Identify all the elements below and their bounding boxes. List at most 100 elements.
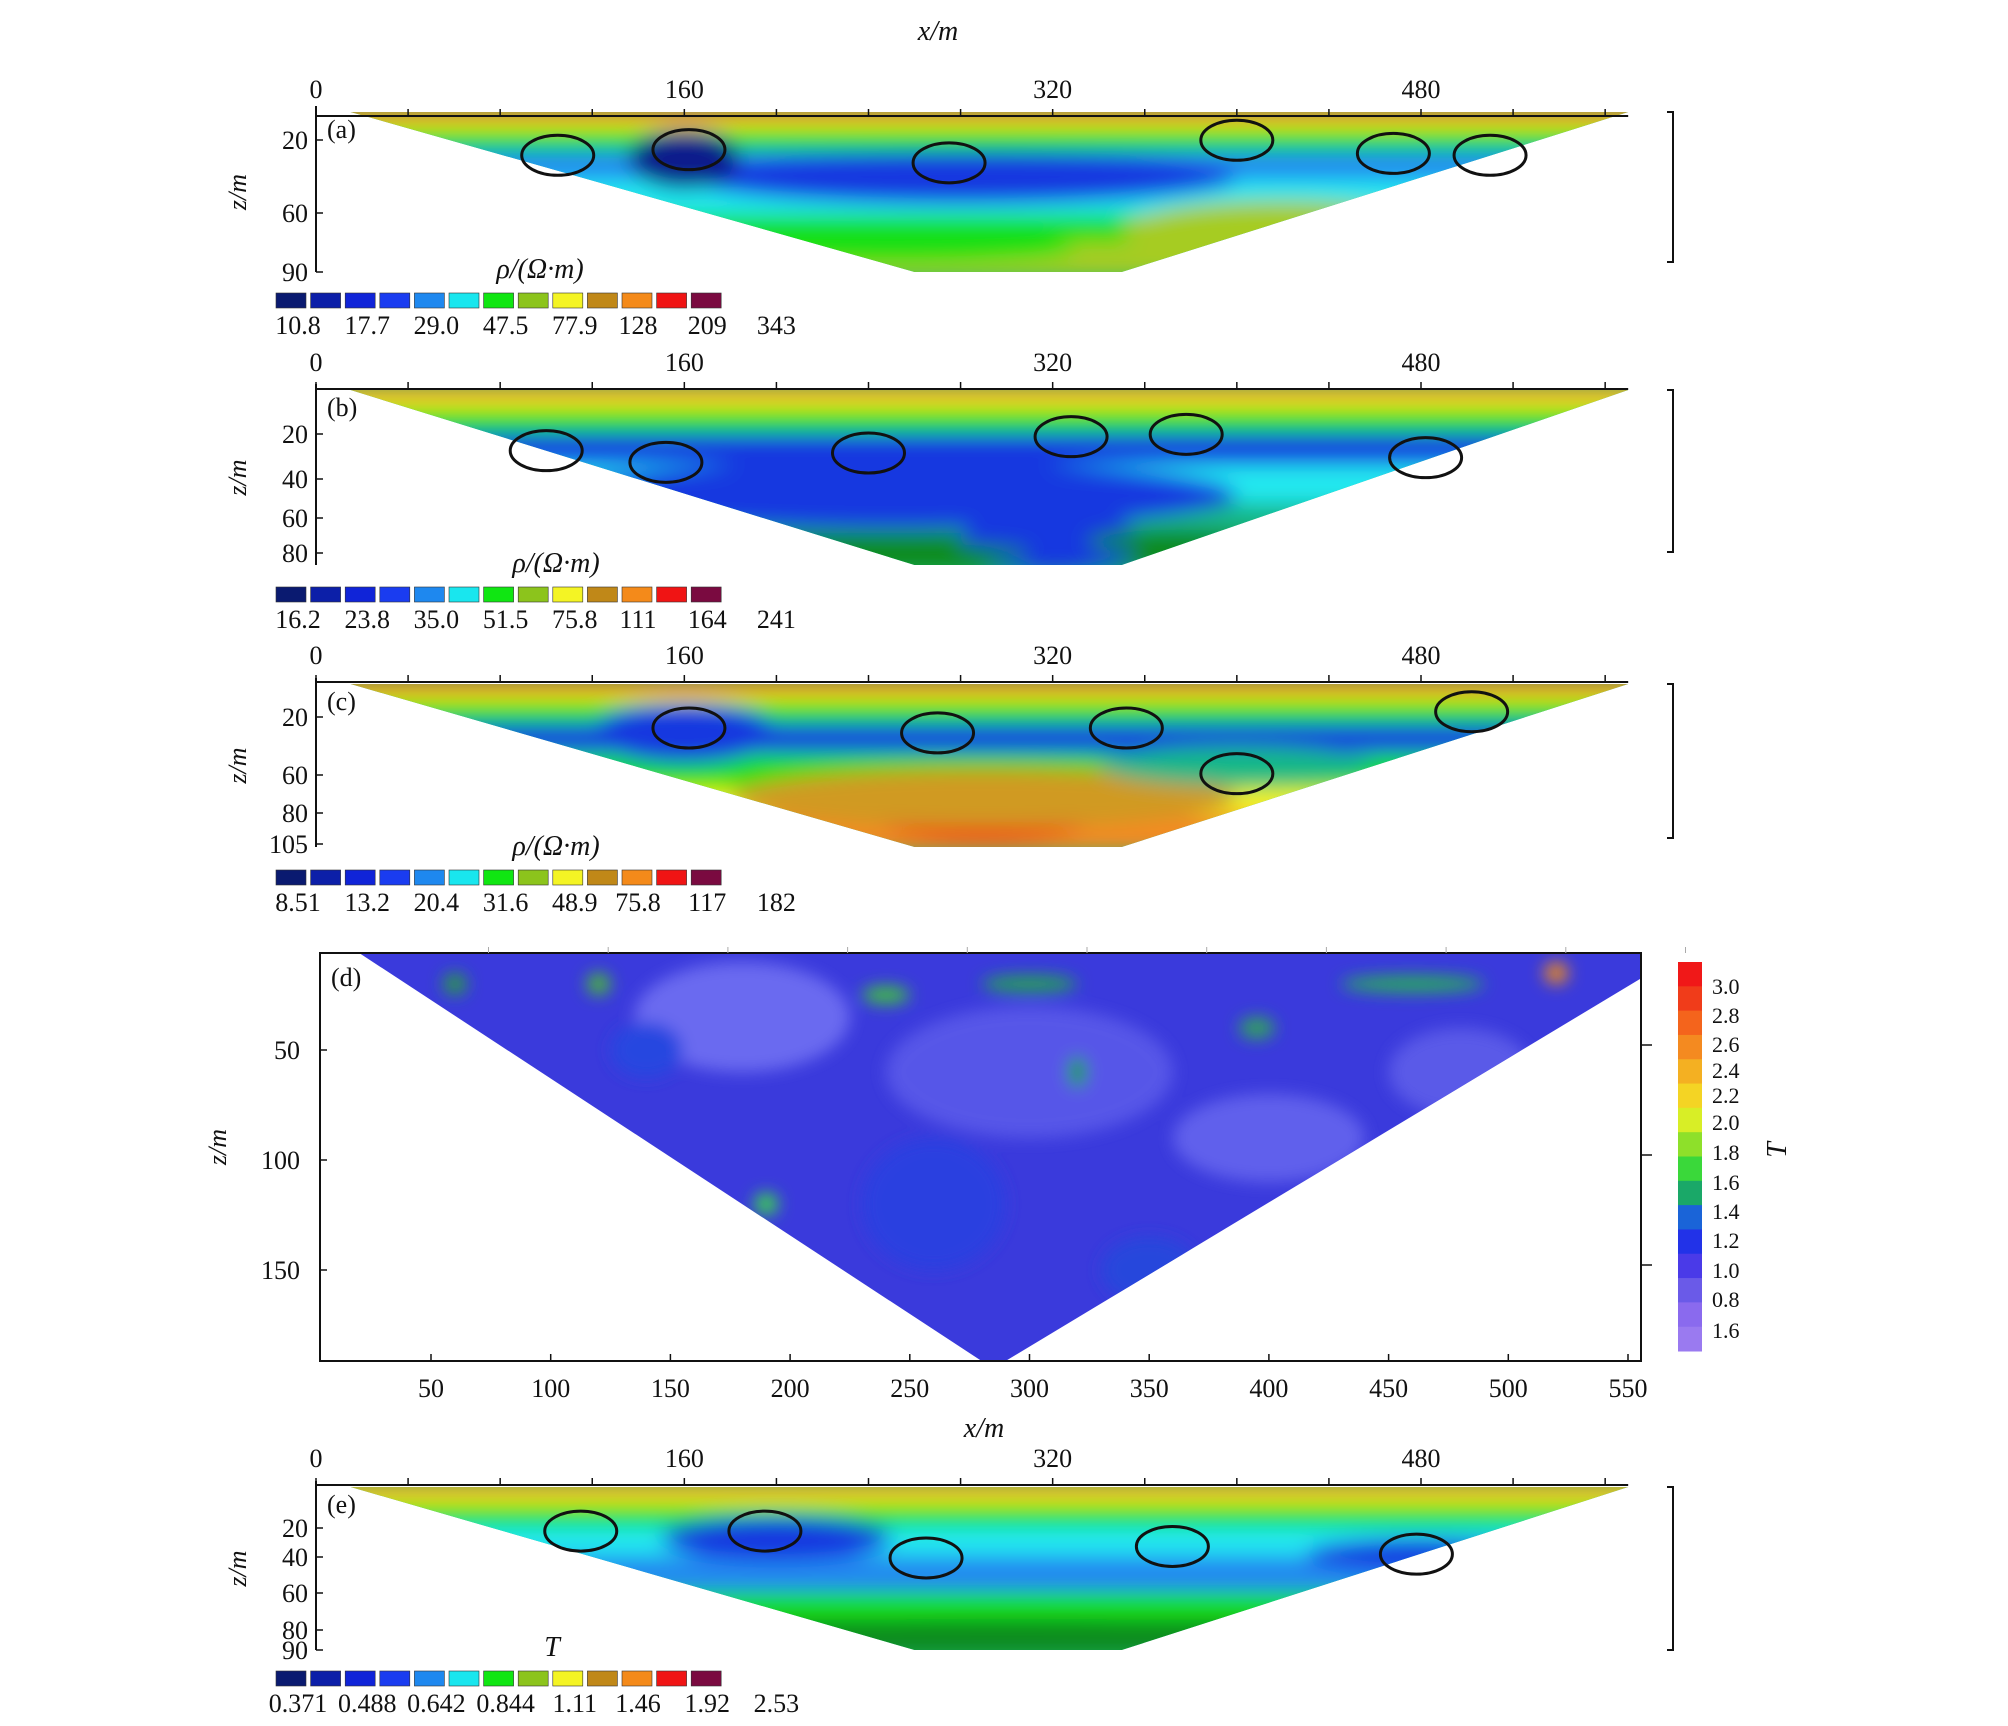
legend-value: 13.2 (344, 888, 390, 917)
x-tick-label: 320 (1033, 641, 1072, 670)
legend-title: ρ/(Ω·m) (511, 548, 599, 579)
color-blob (546, 461, 1237, 529)
right-bracket (1667, 683, 1674, 839)
x-tick-label: 350 (1130, 1374, 1169, 1403)
x-tick-label: 0 (310, 348, 323, 377)
legend-swatch (552, 869, 584, 886)
right-bracket (1667, 389, 1674, 553)
color-blob (634, 962, 850, 1072)
legend-swatch (414, 1670, 445, 1687)
colorbar-cell (1678, 1010, 1702, 1036)
legend-swatch (483, 586, 514, 603)
resistivity-section (350, 684, 1629, 847)
legend-swatch (344, 1670, 376, 1687)
color-blob (707, 235, 1076, 264)
legend-swatch (690, 1670, 722, 1687)
x-tick-label: 0 (310, 1444, 323, 1473)
anomaly-marker (888, 1536, 964, 1580)
x-tick-label: 160 (665, 1444, 704, 1473)
legend-swatch (621, 1670, 653, 1687)
top-axis-label: x/m (917, 16, 958, 47)
color-blob (861, 1138, 1006, 1270)
colorbar-label: 1.4 (1712, 1199, 1740, 1224)
color-blob (1388, 1028, 1533, 1116)
legend-swatch (690, 869, 722, 886)
anomaly-marker (1434, 690, 1510, 734)
anomaly-marker (1452, 133, 1528, 177)
y-tick-label: 50 (274, 1036, 300, 1065)
legend-value: 35.0 (414, 605, 460, 634)
x-tick-label: 200 (771, 1374, 810, 1403)
color-blob (885, 1006, 1174, 1138)
color-blob (1544, 962, 1569, 984)
legend-swatch (517, 869, 549, 886)
x-tick-label: 320 (1033, 75, 1072, 104)
legend-value: 0.371 (269, 1689, 328, 1718)
legend-swatch (275, 292, 307, 309)
legend-swatch (344, 292, 376, 309)
resistivity-section (350, 1487, 1629, 1650)
legend-swatch (310, 1670, 341, 1687)
colorbar-cell (1678, 1132, 1702, 1157)
anomaly-marker (1355, 131, 1431, 175)
legend-title: ρ/(Ω·m) (495, 254, 583, 285)
legend-swatch (414, 292, 445, 309)
legend-value: 0.844 (476, 1689, 535, 1718)
colorbar-cell (1678, 1107, 1702, 1133)
legend-value: 23.8 (344, 605, 390, 634)
x-tick-label: 160 (665, 75, 704, 104)
legend-swatch (483, 1670, 514, 1687)
legend-value: 31.6 (483, 888, 529, 917)
legend-value: 47.5 (483, 311, 529, 340)
panels: 0 160 320 480 20 60 90 z/m (a) ρ/(Ω·m) 10.8 17.7 29.… (203, 75, 1793, 1718)
x-tick-label: 300 (1010, 1374, 1049, 1403)
section-colors (350, 1487, 1629, 1650)
anomaly-marker (1033, 415, 1109, 459)
legend-swatch (656, 586, 687, 603)
panel-label: (c) (327, 687, 356, 716)
legend-swatch (621, 586, 653, 603)
color-blob (1101, 1237, 1198, 1303)
legend-value: 128 (619, 311, 658, 340)
color-blob (661, 1516, 892, 1561)
y-tick-label: 100 (261, 1146, 300, 1175)
y-axis-label: z/m (203, 1129, 232, 1166)
section-colors (350, 390, 1629, 565)
x-tick-label: 160 (665, 348, 704, 377)
legend-swatch (552, 1670, 584, 1687)
anomaly-marker (900, 711, 976, 755)
legend-swatch (621, 292, 653, 309)
legend-swatch (483, 869, 514, 886)
y-tick-label: 20 (282, 703, 308, 732)
colorbar-label: 1.0 (1712, 1258, 1740, 1283)
section-colors (350, 112, 1629, 272)
x-tick-label: 320 (1033, 1444, 1072, 1473)
y-tick-label: 20 (282, 420, 308, 449)
x-tick-label: 450 (1369, 1374, 1408, 1403)
color-blob (629, 129, 740, 190)
colorbar-cell (1678, 1180, 1702, 1206)
color-blob (442, 973, 467, 995)
legend-swatch (448, 869, 480, 886)
legend-value: 117 (688, 888, 726, 917)
y-tick-label: 80 (282, 539, 308, 568)
anomaly-marker (1199, 118, 1275, 162)
colorbar-cell (1678, 1059, 1702, 1085)
color-blob (610, 1022, 683, 1078)
colorbar-label: 0.8 (1712, 1287, 1740, 1312)
y-tick-label: 90 (282, 258, 308, 287)
legend-value: 8.51 (275, 888, 321, 917)
x-tick-label: 0 (310, 641, 323, 670)
y-axis-label: z/m (223, 174, 252, 211)
legend-swatch (310, 586, 341, 603)
right-bracket (1667, 1486, 1674, 1651)
legend-swatch (448, 1670, 480, 1687)
x-tick-label: 480 (1402, 348, 1441, 377)
legend-swatch (310, 869, 341, 886)
y-tick-label: 40 (282, 465, 308, 494)
panel-d: 50 100 150 200 250 300 350 400 450 500 550 50 100 150… (203, 947, 1793, 1403)
anomaly-marker (1199, 752, 1275, 796)
legend-value: 0.642 (407, 1689, 466, 1718)
legend-value: 16.2 (275, 605, 321, 634)
colorbar-cell (1678, 1253, 1702, 1279)
